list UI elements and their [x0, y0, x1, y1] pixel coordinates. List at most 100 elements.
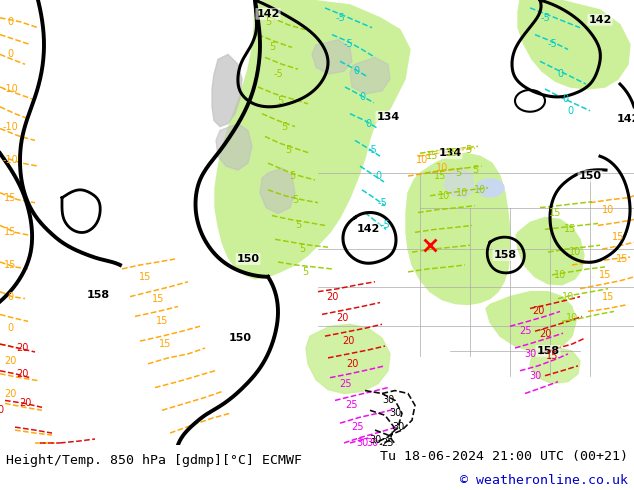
- Text: 15: 15: [446, 148, 458, 158]
- Text: 150: 150: [578, 171, 602, 181]
- Text: 10: 10: [436, 163, 448, 173]
- Text: 10: 10: [554, 270, 566, 280]
- Polygon shape: [518, 0, 630, 89]
- Text: 15: 15: [156, 317, 168, 326]
- Text: 0: 0: [365, 119, 371, 128]
- Text: 10: 10: [416, 155, 428, 165]
- Text: 25: 25: [519, 326, 531, 336]
- Text: © weatheronline.co.uk: © weatheronline.co.uk: [460, 473, 628, 487]
- Text: 15: 15: [612, 232, 624, 242]
- Polygon shape: [306, 324, 390, 393]
- Text: 20: 20: [326, 292, 338, 302]
- Text: 20: 20: [532, 306, 544, 317]
- Polygon shape: [312, 40, 352, 74]
- Text: 5: 5: [269, 43, 275, 52]
- Polygon shape: [260, 168, 295, 214]
- Text: 15: 15: [546, 351, 558, 361]
- Text: 10: 10: [474, 185, 486, 195]
- Text: 5: 5: [455, 168, 461, 178]
- Text: -5: -5: [367, 145, 377, 155]
- Polygon shape: [406, 153, 510, 304]
- Text: -5: -5: [343, 40, 353, 49]
- Ellipse shape: [476, 179, 504, 197]
- Text: 158: 158: [536, 346, 560, 356]
- Text: 5: 5: [302, 267, 308, 277]
- Text: 10: 10: [456, 188, 468, 198]
- Text: 15: 15: [549, 208, 561, 218]
- Text: 20: 20: [539, 329, 551, 339]
- Text: 15: 15: [158, 339, 171, 349]
- Text: 30: 30: [529, 371, 541, 381]
- Text: 134: 134: [377, 112, 399, 122]
- Text: 5: 5: [265, 17, 271, 27]
- Text: 0: 0: [7, 292, 13, 302]
- Polygon shape: [212, 54, 242, 126]
- Text: 30: 30: [389, 408, 401, 418]
- Text: 25: 25: [346, 400, 358, 410]
- Text: 10: 10: [569, 247, 581, 257]
- Text: 15: 15: [616, 254, 628, 264]
- Text: -5: -5: [335, 13, 345, 23]
- Text: 142: 142: [588, 15, 612, 25]
- Text: 5: 5: [277, 96, 283, 106]
- Text: 142: 142: [356, 224, 380, 234]
- Text: -5: -5: [377, 197, 387, 208]
- Text: 15: 15: [602, 292, 614, 302]
- Polygon shape: [215, 0, 410, 279]
- Text: 0: 0: [0, 405, 3, 416]
- Text: 158: 158: [86, 290, 110, 300]
- Text: 15: 15: [598, 270, 611, 280]
- Text: 20: 20: [346, 359, 358, 369]
- Text: -5: -5: [540, 13, 550, 23]
- Text: 15: 15: [4, 260, 16, 270]
- Text: 10: 10: [602, 205, 614, 215]
- Text: 0: 0: [359, 92, 365, 102]
- Text: 25: 25: [382, 438, 394, 448]
- Polygon shape: [560, 18, 612, 57]
- Polygon shape: [216, 123, 252, 170]
- Text: 10: 10: [566, 314, 578, 323]
- Text: 20: 20: [342, 336, 354, 346]
- Text: 5: 5: [292, 195, 298, 205]
- Text: 30: 30: [356, 438, 368, 448]
- Text: -5: -5: [273, 69, 283, 79]
- Text: 0: 0: [7, 49, 13, 59]
- Text: 25: 25: [339, 379, 351, 389]
- Text: 0: 0: [7, 323, 13, 333]
- Text: 150: 150: [236, 254, 259, 264]
- Text: 20: 20: [16, 369, 28, 379]
- Text: 0: 0: [7, 17, 13, 27]
- Polygon shape: [486, 292, 576, 351]
- Text: -10: -10: [2, 122, 18, 131]
- Text: 20: 20: [16, 343, 28, 353]
- Polygon shape: [350, 57, 390, 94]
- Text: 20: 20: [4, 389, 16, 398]
- Text: 5: 5: [285, 145, 291, 155]
- Polygon shape: [516, 218, 584, 285]
- Text: 30: 30: [524, 349, 536, 359]
- Text: 0: 0: [375, 171, 381, 181]
- Text: 5: 5: [299, 244, 305, 254]
- Text: 0: 0: [567, 106, 573, 116]
- Text: 30: 30: [366, 438, 378, 448]
- Text: -5: -5: [547, 40, 557, 49]
- Text: Height/Temp. 850 hPa [gdmp][°C] ECMWF: Height/Temp. 850 hPa [gdmp][°C] ECMWF: [6, 454, 302, 467]
- Text: 15: 15: [434, 171, 446, 181]
- Text: 20: 20: [19, 398, 31, 408]
- Text: -10: -10: [2, 84, 18, 94]
- Text: 30: 30: [369, 435, 381, 445]
- Polygon shape: [444, 168, 474, 198]
- Text: 15: 15: [426, 151, 438, 161]
- Text: -5: -5: [380, 220, 390, 230]
- Text: 15: 15: [139, 272, 151, 282]
- Text: 142: 142: [256, 9, 280, 19]
- Text: 0: 0: [562, 94, 568, 104]
- Text: 0: 0: [353, 66, 359, 76]
- Text: 15: 15: [4, 193, 16, 203]
- Polygon shape: [530, 348, 580, 384]
- Text: 25: 25: [352, 422, 365, 432]
- Text: -10: -10: [2, 155, 18, 165]
- Text: 10: 10: [562, 292, 574, 302]
- Text: 0: 0: [557, 69, 563, 79]
- Text: 142: 142: [616, 114, 634, 123]
